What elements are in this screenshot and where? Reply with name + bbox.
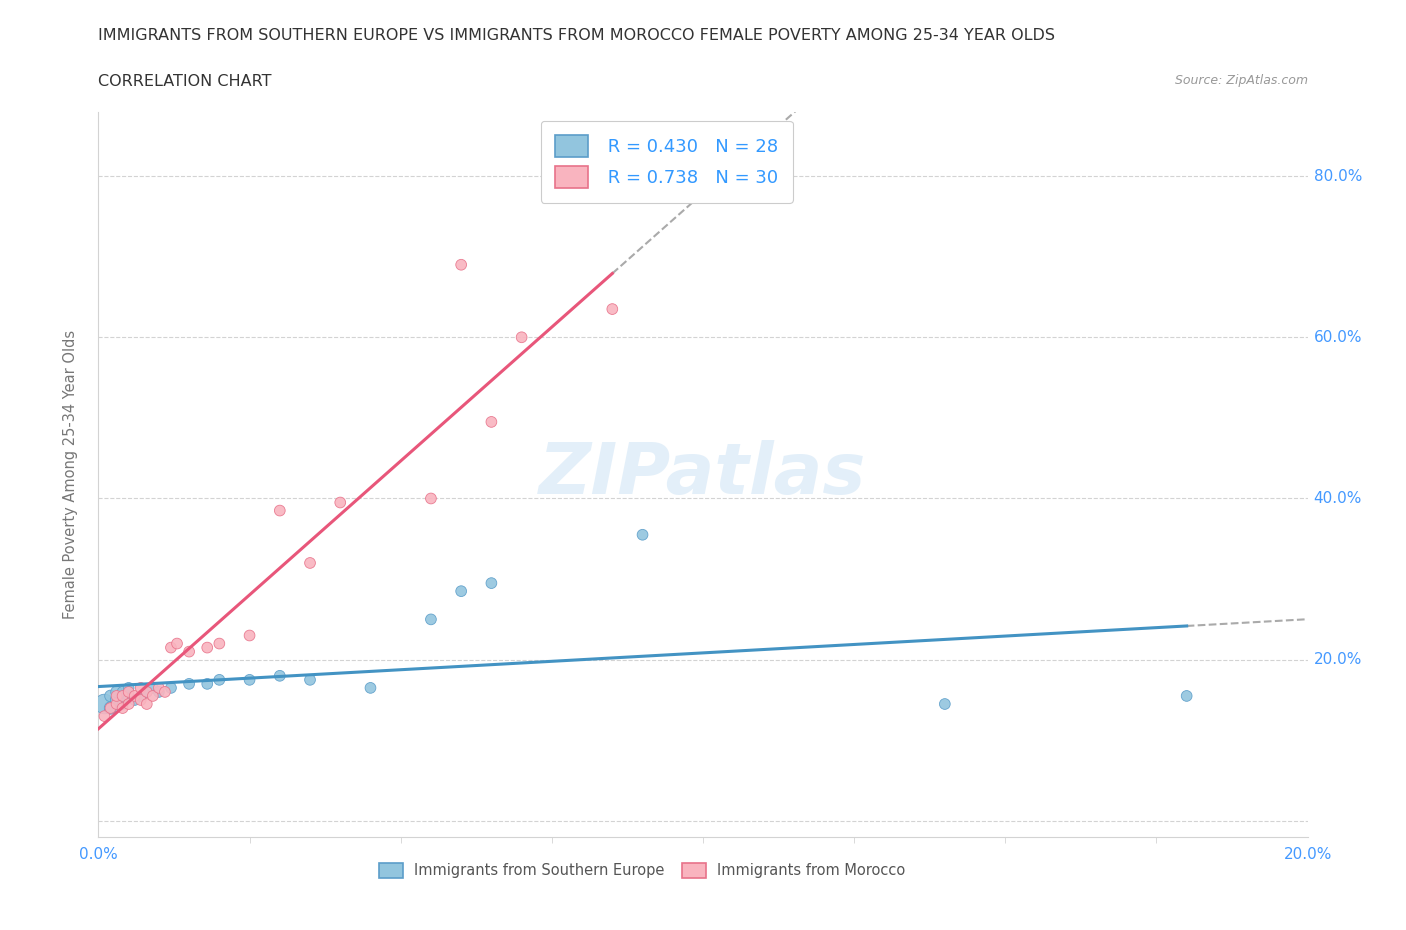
Point [360,681,382,696]
Point [93,709,115,724]
Point [111,688,134,703]
Point [100,700,122,715]
Point [195,640,218,655]
Text: CORRELATION CHART: CORRELATION CHART [98,74,271,89]
Legend: Immigrants from Southern Europe, Immigrants from Morocco: Immigrants from Southern Europe, Immigra… [374,857,911,884]
Point [450,584,472,599]
Point [148,684,170,699]
Point [208,672,231,687]
Point [481,576,503,591]
Point [111,697,134,711]
Point [631,527,654,542]
Point [93,697,115,711]
Point [1175,688,1198,703]
Point [166,636,188,651]
Point [602,301,624,316]
Text: 40.0%: 40.0% [1313,491,1362,506]
Point [420,491,443,506]
Point [142,681,165,696]
Point [111,684,134,699]
Point [118,697,141,711]
Point [111,700,134,715]
Point [269,503,291,518]
Text: Source: ZipAtlas.com: Source: ZipAtlas.com [1174,74,1308,87]
Point [118,688,141,703]
Point [129,681,152,696]
Point [148,681,170,696]
Point [299,672,322,687]
Point [105,697,128,711]
Point [160,681,183,696]
Point [100,688,122,703]
Text: ZIPatlas: ZIPatlas [540,440,866,509]
Point [239,672,262,687]
Point [934,697,956,711]
Point [118,684,141,699]
Point [450,258,472,272]
Point [179,644,201,659]
Point [142,688,165,703]
Point [118,681,141,696]
Text: 60.0%: 60.0% [1313,330,1362,345]
Point [135,684,157,699]
Point [269,669,291,684]
Point [208,636,231,651]
Y-axis label: Female Poverty Among 25-34 Year Olds: Female Poverty Among 25-34 Year Olds [63,330,77,618]
Point [179,676,201,691]
Point [420,612,443,627]
Point [124,688,146,703]
Point [160,640,183,655]
Point [329,495,352,510]
Point [124,693,146,708]
Point [481,415,503,430]
Text: 20.0%: 20.0% [1313,652,1362,667]
Point [129,688,152,703]
Text: 80.0%: 80.0% [1313,168,1362,183]
Point [135,684,157,699]
Point [105,684,128,699]
Point [100,700,122,715]
Point [195,676,218,691]
Point [135,697,157,711]
Point [153,684,176,699]
Point [239,628,262,643]
Point [129,693,152,708]
Point [510,330,533,345]
Point [105,693,128,708]
Point [299,555,322,570]
Point [105,688,128,703]
Text: IMMIGRANTS FROM SOUTHERN EUROPE VS IMMIGRANTS FROM MOROCCO FEMALE POVERTY AMONG : IMMIGRANTS FROM SOUTHERN EUROPE VS IMMIG… [98,28,1056,43]
